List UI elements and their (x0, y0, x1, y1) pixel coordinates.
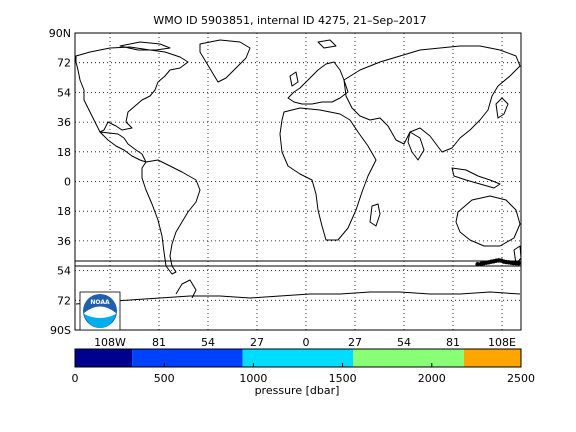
coast-arctic-islands (119, 41, 171, 51)
lat-label: 54 (57, 86, 71, 99)
coastlines (75, 39, 522, 305)
coast-indonesia (451, 167, 501, 189)
lat-label: 72 (57, 57, 71, 70)
lon-label: 0 (303, 336, 310, 349)
coast-greenland (199, 39, 251, 83)
track-point (475, 261, 480, 267)
coast-svalbard (317, 39, 337, 49)
colorbar-band (75, 349, 133, 367)
coast-europe (287, 61, 349, 105)
lon-label: 108E (488, 336, 516, 349)
coast-japan (495, 97, 509, 119)
lat-label: 36 (57, 235, 71, 248)
lat-label: 54 (57, 265, 71, 278)
map-grid (75, 33, 521, 330)
lat-label: 18 (57, 205, 71, 218)
lon-label: 54 (201, 336, 215, 349)
colorbar-tick-label: 1500 (329, 372, 357, 385)
coast-antarctic-peninsula (175, 279, 197, 299)
latitude-labels: 90N 72 54 36 18 0 18 36 54 72 90S (49, 27, 71, 337)
lat-label: 18 (57, 146, 71, 159)
float-track (475, 258, 521, 267)
colorbar-tick-label: 0 (72, 372, 79, 385)
lat-label: 72 (57, 294, 71, 307)
longitude-labels: 108W 81 54 27 0 27 54 81 108E (94, 336, 516, 349)
colorbar-band (353, 349, 464, 367)
lon-label: 81 (152, 336, 166, 349)
lon-label: 81 (446, 336, 460, 349)
colorbar-tick-label: 2500 (507, 372, 535, 385)
coast-antarctica (75, 291, 521, 305)
coast-north-america (75, 46, 189, 133)
coast-madagascar (369, 203, 381, 227)
lon-label: 54 (397, 336, 411, 349)
coast-australia (455, 195, 521, 247)
colorbar-tick-label: 500 (154, 372, 175, 385)
colorbar-tick-label: 1000 (239, 372, 267, 385)
coast-asia (343, 45, 521, 153)
noaa-logo-icon: NOAA (79, 291, 121, 331)
track-point (516, 261, 521, 266)
lat-label: 90N (49, 27, 71, 40)
logo-text: NOAA (90, 299, 110, 306)
lat-label: 90S (50, 324, 71, 337)
colorbar-band (132, 349, 243, 367)
colorbar-tick-labels: 0 500 1000 1500 2000 2500 (72, 363, 535, 385)
colorbar-band (242, 349, 354, 367)
colorbar-tick-label: 2000 (418, 372, 446, 385)
pressure-colorbar (74, 348, 522, 368)
map-frame (74, 32, 522, 331)
lat-label: 0 (64, 176, 71, 189)
colorbar-frame (74, 348, 522, 368)
coast-uk (289, 71, 299, 87)
coast-india (407, 131, 425, 161)
lon-label: 27 (348, 336, 362, 349)
lat-label: 36 (57, 116, 71, 129)
colorbar-label: pressure [dbar] (255, 384, 340, 397)
lon-label: 27 (250, 336, 264, 349)
coast-africa (279, 107, 377, 241)
figure-title: WMO ID 5903851, internal ID 4275, 21–Sep… (153, 14, 426, 27)
coast-new-zealand (513, 245, 522, 265)
world-map: 90N 72 54 36 18 0 18 36 54 72 90S 108W 81 54 27 0 27 54 8… (49, 27, 522, 349)
colorbar-band (463, 349, 521, 367)
lon-label: 108W (94, 336, 126, 349)
